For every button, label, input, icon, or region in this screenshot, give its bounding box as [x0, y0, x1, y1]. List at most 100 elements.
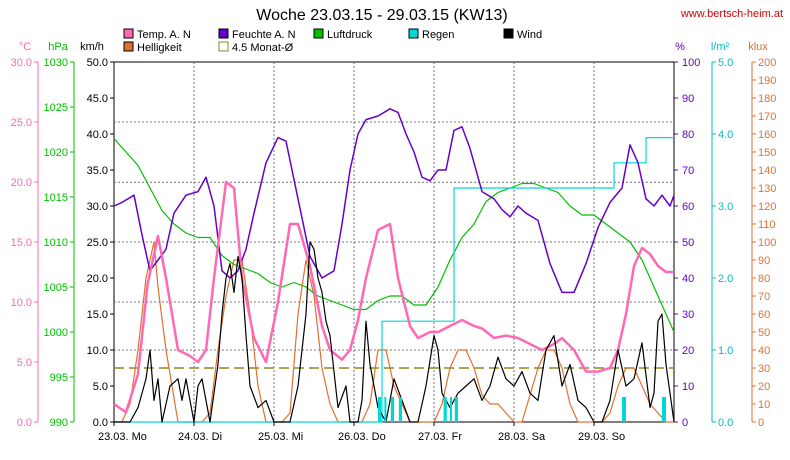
- rain-tick-label: 1.0: [718, 345, 733, 357]
- lux-tick-label: 140: [758, 165, 776, 177]
- temp-tick-label: 0.0: [17, 417, 32, 429]
- legend-swatch-feuchte-a-n: [218, 28, 229, 39]
- wind-tick-label: 40.0: [87, 129, 108, 141]
- lux-tick-label: 30: [758, 363, 770, 375]
- lux-tick-label: 10: [758, 399, 770, 411]
- press-tick-label: 1000: [44, 327, 68, 339]
- wind-tick-label: 35.0: [87, 165, 108, 177]
- wind-tick-label: 45.0: [87, 93, 108, 105]
- legend-label-regen: Regen: [422, 29, 454, 41]
- temp-tick-label: 25.0: [11, 117, 32, 129]
- rain-tick-label: 3.0: [718, 201, 733, 213]
- rain-tick-label: 5.0: [718, 57, 733, 69]
- hum-tick-label: 100: [682, 57, 700, 69]
- left-axes: 0.0 5.0 10.0 15.0 20.0 25.0 30.0 °C 990 995 1000 10…: [11, 41, 115, 429]
- legend-swatch-helligkeit: [123, 41, 134, 52]
- legend-label-luftdruck: Luftdruck: [327, 29, 373, 41]
- legend-label-wind: Wind: [517, 29, 542, 41]
- rain-bar: [622, 397, 626, 422]
- rain-bar: [398, 397, 402, 422]
- press-tick-label: 1005: [44, 282, 68, 294]
- series-line-feuchte-a-n: [113, 108, 675, 294]
- lux-unit-label: klux: [748, 41, 768, 53]
- lux-tick-label: 100: [758, 237, 776, 249]
- rain-tick-label: 0.0: [718, 417, 733, 429]
- legend-label-helligkeit: Helligkeit: [137, 42, 182, 54]
- series-line-temp-a-n: [113, 180, 674, 414]
- wind-tick-label: 10.0: [87, 345, 108, 357]
- series-line-regen: [114, 137, 674, 423]
- press-tick-label: 1010: [44, 237, 68, 249]
- lux-tick-label: 0: [758, 417, 764, 429]
- lux-tick-label: 180: [758, 93, 776, 105]
- temp-tick-label: 20.0: [11, 177, 32, 189]
- series-line-helligkeit: [114, 241, 674, 423]
- legend-swatch-temp-a-n: [123, 28, 134, 39]
- rain-bar: [378, 397, 382, 422]
- legend-label-temp-a-n: Temp. A. N: [137, 29, 191, 41]
- hum-tick-label: 10: [682, 381, 694, 393]
- legend-swatch-luftdruck: [313, 28, 324, 39]
- hum-tick-label: 20: [682, 345, 694, 357]
- rain-tick-label: 4.0: [718, 129, 733, 141]
- series-line-wind: [114, 241, 675, 423]
- temp-tick-label: 30.0: [11, 57, 32, 69]
- temp-tick-label: 5.0: [17, 357, 32, 369]
- right-axes: 0 10 20 30 40 50 60 70 80 90 100% 0.0 1.0 2.0 3.0 4.0 5.…: [673, 41, 776, 429]
- legend-swatch-wind: [503, 28, 514, 39]
- rain-bar: [662, 397, 666, 422]
- wind-tick-label: 15.0: [87, 309, 108, 321]
- rain-bar: [384, 397, 387, 422]
- press-tick-label: 995: [50, 372, 68, 384]
- hum-tick-label: 70: [682, 165, 694, 177]
- source-link[interactable]: www.bertsch-heim.at: [680, 8, 783, 20]
- lux-tick-label: 130: [758, 183, 776, 195]
- hum-tick-label: 50: [682, 237, 694, 249]
- lux-tick-label: 40: [758, 345, 770, 357]
- temp-tick-label: 10.0: [11, 297, 32, 309]
- x-tick-label: 26.03. Do: [338, 431, 386, 443]
- lux-tick-label: 70: [758, 291, 770, 303]
- x-tick-label: 25.03. Mi: [258, 431, 303, 443]
- x-tick-label: 23.03. Mo: [98, 431, 147, 443]
- x-axis-labels: 23.03. Mo 24.03. Di 25.03. Mi 26.03. Do 27.0…: [98, 422, 625, 443]
- press-tick-label: 990: [50, 417, 68, 429]
- temp-unit-label: °C: [19, 41, 31, 53]
- lux-tick-label: 170: [758, 111, 776, 123]
- rain-bar: [390, 397, 394, 422]
- chart-title: Woche 23.03.15 - 29.03.15 (KW13): [256, 7, 507, 24]
- lux-tick-label: 80: [758, 273, 770, 285]
- lux-tick-label: 120: [758, 201, 776, 213]
- rain-tick-label: 2.0: [718, 273, 733, 285]
- wind-tick-label: 5.0: [93, 381, 108, 393]
- lux-tick-label: 110: [758, 219, 776, 231]
- hum-tick-label: 40: [682, 273, 694, 285]
- wind-tick-label: 20.0: [87, 273, 108, 285]
- lux-tick-label: 200: [758, 57, 776, 69]
- x-tick-label: 27.03. Fr: [418, 431, 462, 443]
- wind-tick-label: 50.0: [87, 57, 108, 69]
- press-tick-label: 1025: [44, 102, 68, 114]
- lux-tick-label: 20: [758, 381, 770, 393]
- press-tick-label: 1020: [44, 147, 68, 159]
- legend-label-4-5-monat-: 4.5 Monat-Ø: [232, 42, 294, 54]
- series-layer: [113, 108, 675, 423]
- wind-tick-label: 25.0: [87, 237, 108, 249]
- press-tick-label: 1030: [44, 57, 68, 69]
- press-unit-label: hPa: [48, 41, 68, 53]
- lux-tick-label: 90: [758, 255, 770, 267]
- hum-tick-label: 90: [682, 93, 694, 105]
- rain-bar: [450, 397, 452, 422]
- hum-unit-label: %: [675, 41, 685, 53]
- press-tick-label: 1015: [44, 192, 68, 204]
- hum-tick-label: 60: [682, 201, 694, 213]
- lux-tick-label: 160: [758, 129, 776, 141]
- wind-tick-label: 0.0: [93, 417, 108, 429]
- legend-label-feuchte-a-n: Feuchte A. N: [232, 29, 296, 41]
- rain-bar: [443, 397, 447, 422]
- legend-swatch-4-5-monat-: [218, 41, 229, 52]
- x-tick-label: 28.03. Sa: [498, 431, 546, 443]
- lux-tick-label: 150: [758, 147, 776, 159]
